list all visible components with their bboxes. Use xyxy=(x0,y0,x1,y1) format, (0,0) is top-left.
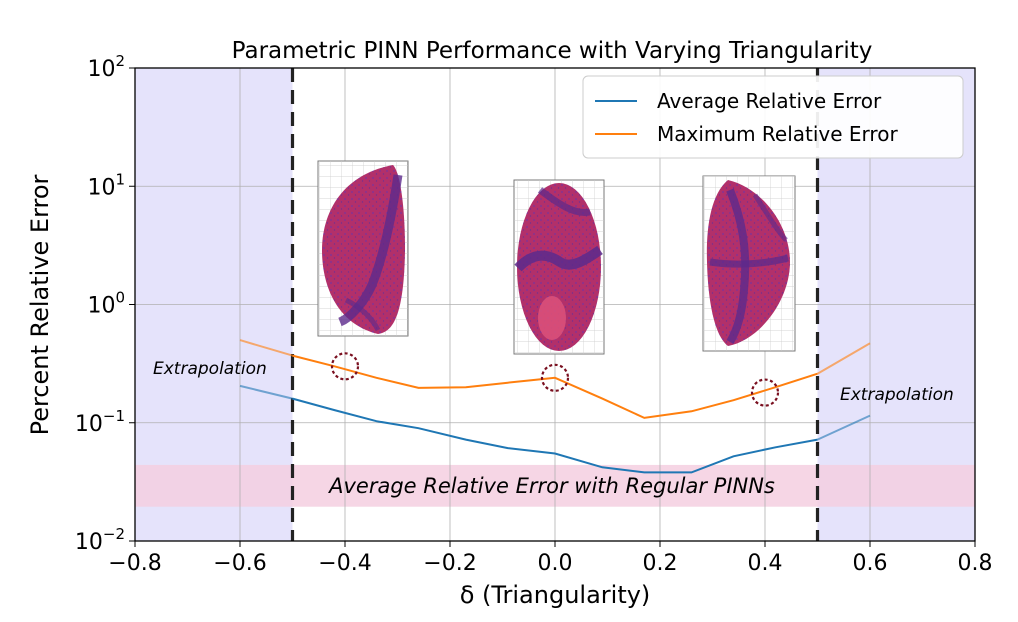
highlight-circle xyxy=(750,378,780,407)
highlight-circle xyxy=(330,352,360,381)
highlight-circles xyxy=(330,352,780,407)
series-line-maximum-right xyxy=(816,342,871,375)
extrapolation-right-label: Extrapolation xyxy=(840,385,954,405)
series-line-maximum-left xyxy=(239,339,293,357)
x-tick-label: 0.4 xyxy=(748,551,783,576)
x-tick-label: 0.2 xyxy=(643,551,678,576)
y-tick-label: 102 xyxy=(87,52,125,82)
inset-positive-triangularity xyxy=(702,175,796,352)
legend: Average Relative Error Maximum Relative … xyxy=(582,75,964,159)
y-tick-label: 10−1 xyxy=(75,407,125,437)
y-axis-ticks: 102 101 100 10−1 10−2 xyxy=(75,52,135,555)
y-tick-label: 100 xyxy=(87,289,125,319)
x-tick-label: −0.4 xyxy=(318,551,371,576)
x-tick-label: −0.8 xyxy=(108,551,161,576)
inset-negative-triangularity xyxy=(317,160,409,337)
highlight-circle xyxy=(540,363,570,392)
series-line-maximum xyxy=(292,354,818,419)
x-tick-label: −0.6 xyxy=(213,551,266,576)
regular-pinn-label: Average Relative Error with Regular PINN… xyxy=(327,474,775,498)
inset-zero-triangularity xyxy=(513,179,605,355)
x-tick-label: 0.8 xyxy=(958,551,993,576)
series-line-average-right xyxy=(817,414,871,441)
series-lines xyxy=(239,339,871,474)
legend-label-maximum: Maximum Relative Error xyxy=(657,122,898,146)
y-tick-label: 10−2 xyxy=(75,525,125,555)
series-line-average-left xyxy=(239,384,293,400)
legend-label-average: Average Relative Error xyxy=(657,89,882,113)
x-axis-ticks: −0.8 −0.6 −0.4 −0.2 0.0 0.2 0.4 0.6 0.8 xyxy=(108,541,993,576)
equilibrium-insets xyxy=(317,160,796,355)
chart-title: Parametric PINN Performance with Varying… xyxy=(232,38,873,64)
extrapolation-left-label: Extrapolation xyxy=(153,359,267,379)
x-axis-label: δ (Triangularity) xyxy=(460,581,651,609)
y-axis-label: Percent Relative Error xyxy=(26,174,54,435)
x-tick-label: 0.6 xyxy=(853,551,888,576)
x-tick-label: −0.2 xyxy=(423,551,476,576)
series-line-average xyxy=(292,397,818,474)
x-tick-label: 0.0 xyxy=(538,551,573,576)
y-tick-label: 101 xyxy=(87,170,125,200)
